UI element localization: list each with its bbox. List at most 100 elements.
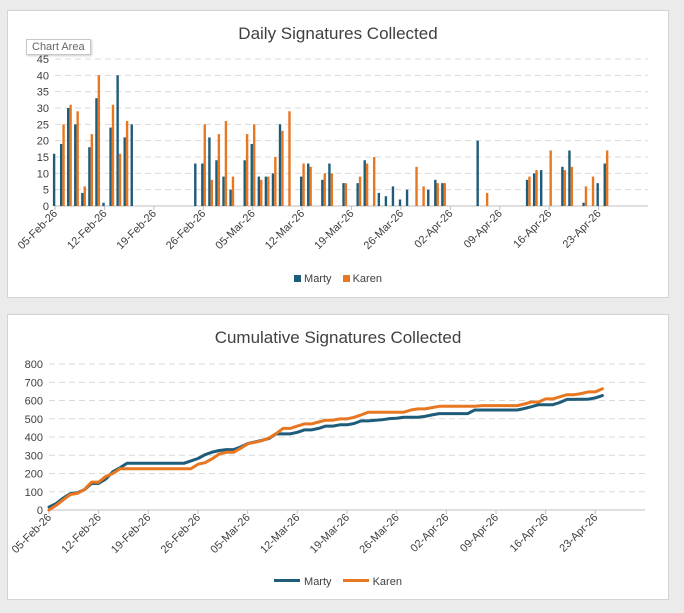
bar-karen [344, 183, 348, 206]
daily-xtick-label: 19-Feb-26 [115, 208, 159, 252]
daily-xtick-label: 09-Apr-26 [462, 208, 505, 251]
line-karen [47, 387, 604, 512]
bar-karen [330, 173, 334, 206]
bar-karen [302, 163, 305, 206]
cumulative-ytick-label: 0 [37, 505, 43, 517]
legend-item-marty[interactable]: Marty [294, 273, 332, 285]
cumulative-xtick-label: 12-Feb-26 [59, 512, 103, 556]
bar-karen [415, 166, 418, 206]
legend-label-karen-line: Karen [372, 576, 402, 588]
cumulative-xtick-label: 12-Mar-26 [258, 512, 302, 556]
bar-marty [434, 179, 437, 206]
daily-ytick-label: 30 [37, 103, 49, 115]
legend-swatch-marty [294, 275, 302, 282]
bar-marty [582, 202, 585, 206]
daily-chart-plot: 0 5 10 15 20 25 30 35 40 45 05-Feb-26 12-Feb-26 19-F… [16, 54, 648, 252]
legend-label-karen: Karen [352, 273, 382, 285]
bar-karen [76, 111, 79, 206]
cumulative-xtick-label: 23-Apr-26 [557, 512, 600, 555]
bar-karen [260, 179, 263, 206]
bar-marty [67, 108, 70, 206]
daily-xtick-label: 12-Mar-26 [263, 208, 307, 252]
bar-marty [476, 140, 479, 206]
bar-karen [281, 130, 284, 206]
bar-karen [365, 163, 369, 206]
bar-karen [231, 176, 235, 206]
bar-marty [391, 186, 395, 206]
bar-marty [405, 189, 409, 206]
bar-marty [88, 147, 91, 206]
chart-area-tooltip: Chart Area [26, 39, 91, 55]
bar-marty [95, 98, 98, 206]
bar-marty [603, 163, 606, 206]
daily-chart-panel[interactable]: Daily Signatures Collected 0 5 10 15 20 25 30 3… [7, 10, 669, 298]
bar-marty [102, 202, 105, 206]
daily-xtick-label: 16-Apr-26 [511, 208, 554, 251]
bar-marty [596, 183, 599, 206]
legend-item-karen[interactable]: Karen [342, 273, 382, 285]
bar-karen [203, 124, 206, 206]
line-marty [47, 394, 604, 509]
bar-marty [568, 150, 571, 206]
bar-marty [271, 173, 275, 206]
bar-karen [309, 166, 312, 206]
bar-marty [250, 143, 253, 206]
cumulative-xtick-label: 09-Apr-26 [458, 512, 501, 555]
bar-marty [215, 160, 218, 206]
bar-marty [59, 143, 63, 206]
bar-karen [485, 192, 489, 206]
cumulative-chart-panel[interactable]: Cumulative Signatures Collected 0 100 200 3… [7, 314, 669, 600]
daily-ytick-label: 25 [37, 119, 49, 131]
bar-karen [267, 176, 270, 206]
bar-karen [605, 150, 609, 206]
daily-xtick-label: 26-Feb-26 [164, 208, 208, 252]
bar-marty [257, 176, 261, 206]
bar-marty [208, 137, 211, 206]
bar-marty [81, 192, 84, 206]
bar-karen [90, 134, 93, 206]
cumulative-ytick-label: 100 [25, 487, 43, 499]
bar-marty [307, 163, 310, 206]
bar-karen [252, 124, 256, 206]
daily-ytick-label: 20 [37, 136, 49, 148]
bar-marty [363, 160, 366, 206]
cumulative-xtick-label: 05-Mar-26 [208, 512, 252, 556]
legend-label-marty: Marty [304, 273, 332, 285]
bar-karen [274, 157, 277, 206]
bar-karen [443, 183, 446, 206]
bar-marty [377, 192, 381, 206]
bar-karen [528, 176, 531, 206]
bar-marty [540, 170, 543, 206]
bar-karen [62, 124, 65, 206]
bar-marty [201, 163, 204, 206]
bar-marty [356, 183, 359, 206]
cumulative-ytick-label: 800 [25, 359, 43, 371]
bar-karen [125, 121, 129, 206]
bar-marty [321, 179, 324, 206]
bar-karen [549, 150, 552, 206]
bar-marty [441, 183, 444, 206]
bar-karen [210, 179, 214, 206]
daily-ytick-label: 10 [37, 168, 49, 180]
daily-ytick-label: 0 [43, 201, 49, 213]
cumulative-ytick-label: 200 [25, 469, 43, 481]
daily-ytick-label: 45 [37, 54, 49, 66]
bar-marty [222, 176, 225, 206]
legend-item-karen-line[interactable]: Karen [342, 576, 402, 588]
bar-karen [323, 173, 326, 206]
cumulative-xtick-label: 19-Feb-26 [109, 512, 153, 556]
bar-marty [243, 160, 246, 206]
bar-marty [194, 163, 197, 206]
cumulative-ytick-label: 600 [25, 396, 43, 408]
daily-chart-legend[interactable]: Marty Karen [8, 273, 668, 285]
bar-karen [570, 166, 574, 206]
bar-karen [224, 121, 228, 206]
cumulative-xtick-label: 26-Mar-26 [357, 512, 401, 556]
daily-xtick-label: 19-Mar-26 [312, 208, 356, 252]
bar-karen [69, 104, 72, 206]
legend-swatch-karen-line [342, 579, 369, 582]
cumulative-chart-legend[interactable]: Marty Karen [8, 576, 668, 588]
cumulative-xtick-label: 19-Mar-26 [308, 512, 352, 556]
legend-item-marty-line[interactable]: Marty [274, 576, 332, 588]
cumulative-xtick-label: 16-Apr-26 [508, 512, 551, 555]
